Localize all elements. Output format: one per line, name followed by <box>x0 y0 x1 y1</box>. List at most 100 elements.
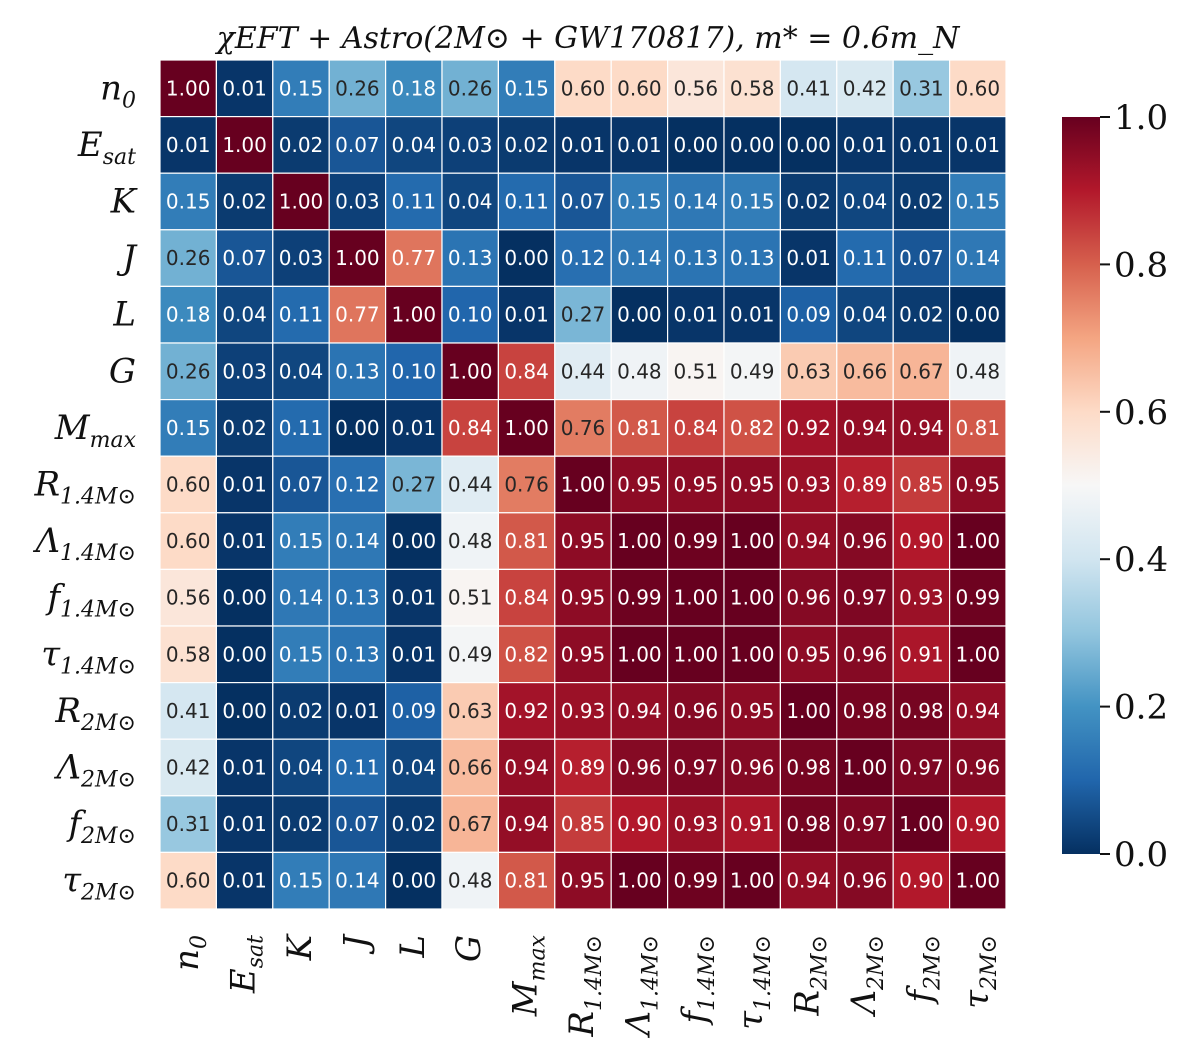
cell-value-label: 0.26 <box>448 76 493 100</box>
heatmap-cell <box>215 229 274 288</box>
heatmap-cell <box>441 342 500 401</box>
cell-value-label: 0.93 <box>674 812 719 836</box>
cell-value-label: 0.95 <box>730 699 775 723</box>
heatmap-cell <box>497 625 556 684</box>
heatmap-cell <box>441 172 500 231</box>
cell-value-label: 0.82 <box>730 416 775 440</box>
cell-value-label: 0.81 <box>956 416 1001 440</box>
heatmap-cell <box>497 399 556 457</box>
column-label: τ1.4M⊙ <box>731 935 776 1030</box>
heatmap-cell <box>385 115 443 174</box>
row-label: Esat <box>77 125 136 170</box>
heatmap-cell <box>666 399 725 457</box>
cell-value-label: 0.91 <box>899 642 944 666</box>
cell-value-label: 0.95 <box>561 642 606 666</box>
row-label: f1.4M⊙ <box>44 578 136 623</box>
heatmap-cell <box>441 851 500 910</box>
heatmap-cell <box>554 455 612 514</box>
colorbar: 0.0 0.2 0.4 0.6 0.8 1.0 <box>1062 98 1168 875</box>
heatmap-cell <box>948 342 1007 401</box>
cell-value-label: 0.93 <box>561 699 606 723</box>
heatmap-cell <box>892 738 951 797</box>
cell-value-label: 0.01 <box>166 133 211 157</box>
cell-value-label: 1.00 <box>730 642 775 666</box>
heatmap-cell <box>159 399 218 457</box>
cell-value-label: 0.97 <box>843 586 888 610</box>
row-label: f2M⊙ <box>65 804 136 849</box>
heatmap-cell <box>948 172 1007 231</box>
heatmap-cell <box>610 512 669 570</box>
cell-value-label: 0.00 <box>222 642 267 666</box>
cell-value-label: 0.77 <box>392 246 437 270</box>
heatmap-cell <box>779 285 838 344</box>
cell-value-label: 0.04 <box>392 756 437 780</box>
cell-value-label: 0.15 <box>279 76 324 100</box>
cell-value-label: 0.01 <box>392 586 437 610</box>
cell-value-label: 0.26 <box>166 359 211 383</box>
column-label: Esat <box>224 935 269 994</box>
heatmap-cell <box>779 681 838 740</box>
cell-value-label: 0.60 <box>166 473 211 497</box>
cell-value-label: 1.00 <box>674 586 719 610</box>
heatmap-cell <box>779 568 838 627</box>
cell-value-label: 1.00 <box>730 869 775 893</box>
cell-value-label: 0.67 <box>448 812 493 836</box>
cell-value-label: 0.51 <box>674 359 719 383</box>
cell-value-label: 0.00 <box>956 303 1001 327</box>
cell-value-label: 0.63 <box>448 699 493 723</box>
cell-value-label: 0.11 <box>392 190 437 214</box>
cell-value-label: 1.00 <box>674 642 719 666</box>
cell-value-label: 0.02 <box>222 416 267 440</box>
row-label: G <box>109 351 136 391</box>
cell-value-label: 0.01 <box>504 303 549 327</box>
column-label: R2M⊙ <box>788 935 833 1017</box>
cell-value-label: 0.49 <box>448 642 493 666</box>
cell-value-label: 0.10 <box>392 359 437 383</box>
cell-value-label: 0.85 <box>899 473 944 497</box>
cell-value-label: 0.00 <box>730 133 775 157</box>
cell-value-label: 0.95 <box>561 529 606 553</box>
heatmap-cell <box>159 172 218 231</box>
cell-value-label: 0.14 <box>674 190 719 214</box>
cell-value-label: 0.99 <box>617 586 662 610</box>
cell-value-label: 0.01 <box>899 133 944 157</box>
heatmap-cell <box>215 512 274 570</box>
cell-value-label: 0.60 <box>166 869 211 893</box>
heatmap-cell <box>723 229 782 288</box>
cell-value-label: 0.94 <box>504 756 549 780</box>
heatmap-cell <box>328 795 387 853</box>
heatmap-cell <box>497 455 556 514</box>
heatmap-cell <box>159 285 218 344</box>
heatmap-cell <box>497 568 556 627</box>
heatmap-cell <box>836 399 894 457</box>
colorbar-tick-label: 0.2 <box>1114 688 1168 728</box>
cell-value-label: 0.96 <box>786 586 831 610</box>
cell-value-label: 1.00 <box>730 529 775 553</box>
heatmap-cell <box>948 568 1007 627</box>
cell-value-label: 0.15 <box>279 529 324 553</box>
row-label: τ2M⊙ <box>62 861 136 906</box>
heatmap-cell <box>441 625 500 684</box>
cell-value-label: 0.03 <box>279 246 324 270</box>
heatmap-cell <box>215 738 274 797</box>
cell-value-label: 1.00 <box>561 473 606 497</box>
heatmap-cell <box>610 399 669 457</box>
cell-value-label: 1.00 <box>843 756 888 780</box>
heatmap-cell <box>272 342 330 401</box>
cell-value-label: 0.26 <box>335 76 380 100</box>
cell-value-label: 0.95 <box>674 473 719 497</box>
heatmap-cell <box>554 512 612 570</box>
heatmap-cell <box>159 342 218 401</box>
heatmap-cell <box>215 851 274 910</box>
heatmap-cell <box>779 851 838 910</box>
heatmap-cell <box>948 851 1007 910</box>
row-label: R2M⊙ <box>54 691 136 736</box>
heatmap-cell <box>723 455 782 514</box>
heatmap-cell <box>554 851 612 910</box>
cell-value-label: 0.56 <box>674 76 719 100</box>
heatmap-cell <box>215 115 274 174</box>
cell-value-label: 0.11 <box>843 246 888 270</box>
heatmap-cell <box>159 795 218 853</box>
heatmap-cell <box>836 455 894 514</box>
heatmap-cell <box>159 738 218 797</box>
